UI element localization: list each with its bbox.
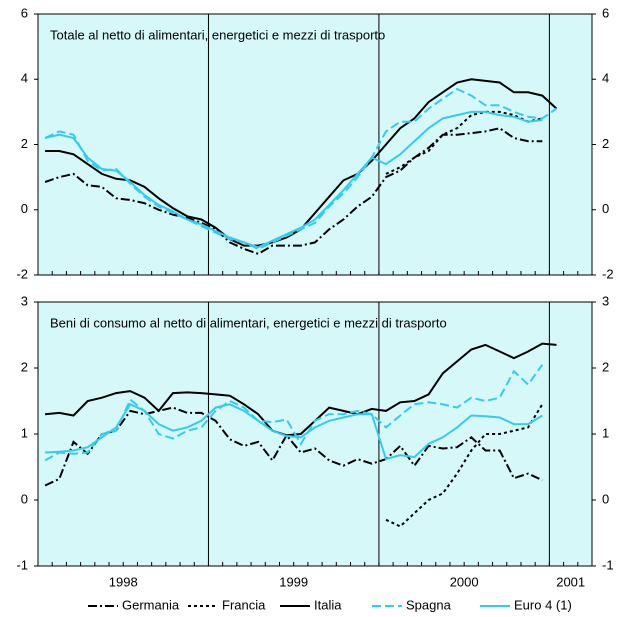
panel-title: Totale al netto di alimentari, energetic… [50,27,385,42]
y-tick-label: 1 [21,425,28,440]
legend-label: Italia [314,597,342,612]
y2-tick-label: 0 [602,201,609,216]
y2-tick-label: 2 [602,136,609,151]
series-line [44,110,543,249]
plot-area [37,13,593,276]
y-tick-label: 4 [21,71,28,86]
y-tick-label: -2 [16,266,28,281]
y2-tick-label: 3 [602,293,609,308]
x-group-label: 1998 [109,574,138,589]
x-group-label: 1999 [279,574,308,589]
y-tick-label: -1 [16,557,28,572]
x-group-label: 2000 [450,574,479,589]
y2-tick-label: 1 [602,425,609,440]
series-line [385,403,544,528]
legend-label: Spagna [406,597,452,612]
legend-label: Germania [122,597,180,612]
series-line [385,110,543,175]
legend-label: Euro 4 (1) [514,597,572,612]
series-line [44,87,558,250]
y2-tick-label: 6 [602,5,609,20]
legend-label: Francia [222,597,266,612]
y2-tick-label: 2 [602,359,609,374]
x-group-label: 2001 [556,574,585,589]
series-line [45,342,557,437]
y2-tick-label: 0 [602,491,609,506]
y2-tick-label: -2 [602,266,614,281]
series-line [44,127,543,255]
y2-tick-label: 4 [602,71,609,86]
y-tick-label: 6 [21,5,28,20]
y-tick-label: 3 [21,293,28,308]
series-line [45,403,543,461]
panel-title: Beni di consumo al netto di alimentari, … [50,315,447,330]
series-line [44,364,544,462]
y2-tick-label: -1 [602,557,614,572]
y-tick-label: 0 [21,491,28,506]
plot-area [37,301,593,567]
y-tick-label: 2 [21,136,28,151]
y-tick-label: 2 [21,359,28,374]
series-line [44,406,543,487]
y-tick-label: 0 [21,201,28,216]
